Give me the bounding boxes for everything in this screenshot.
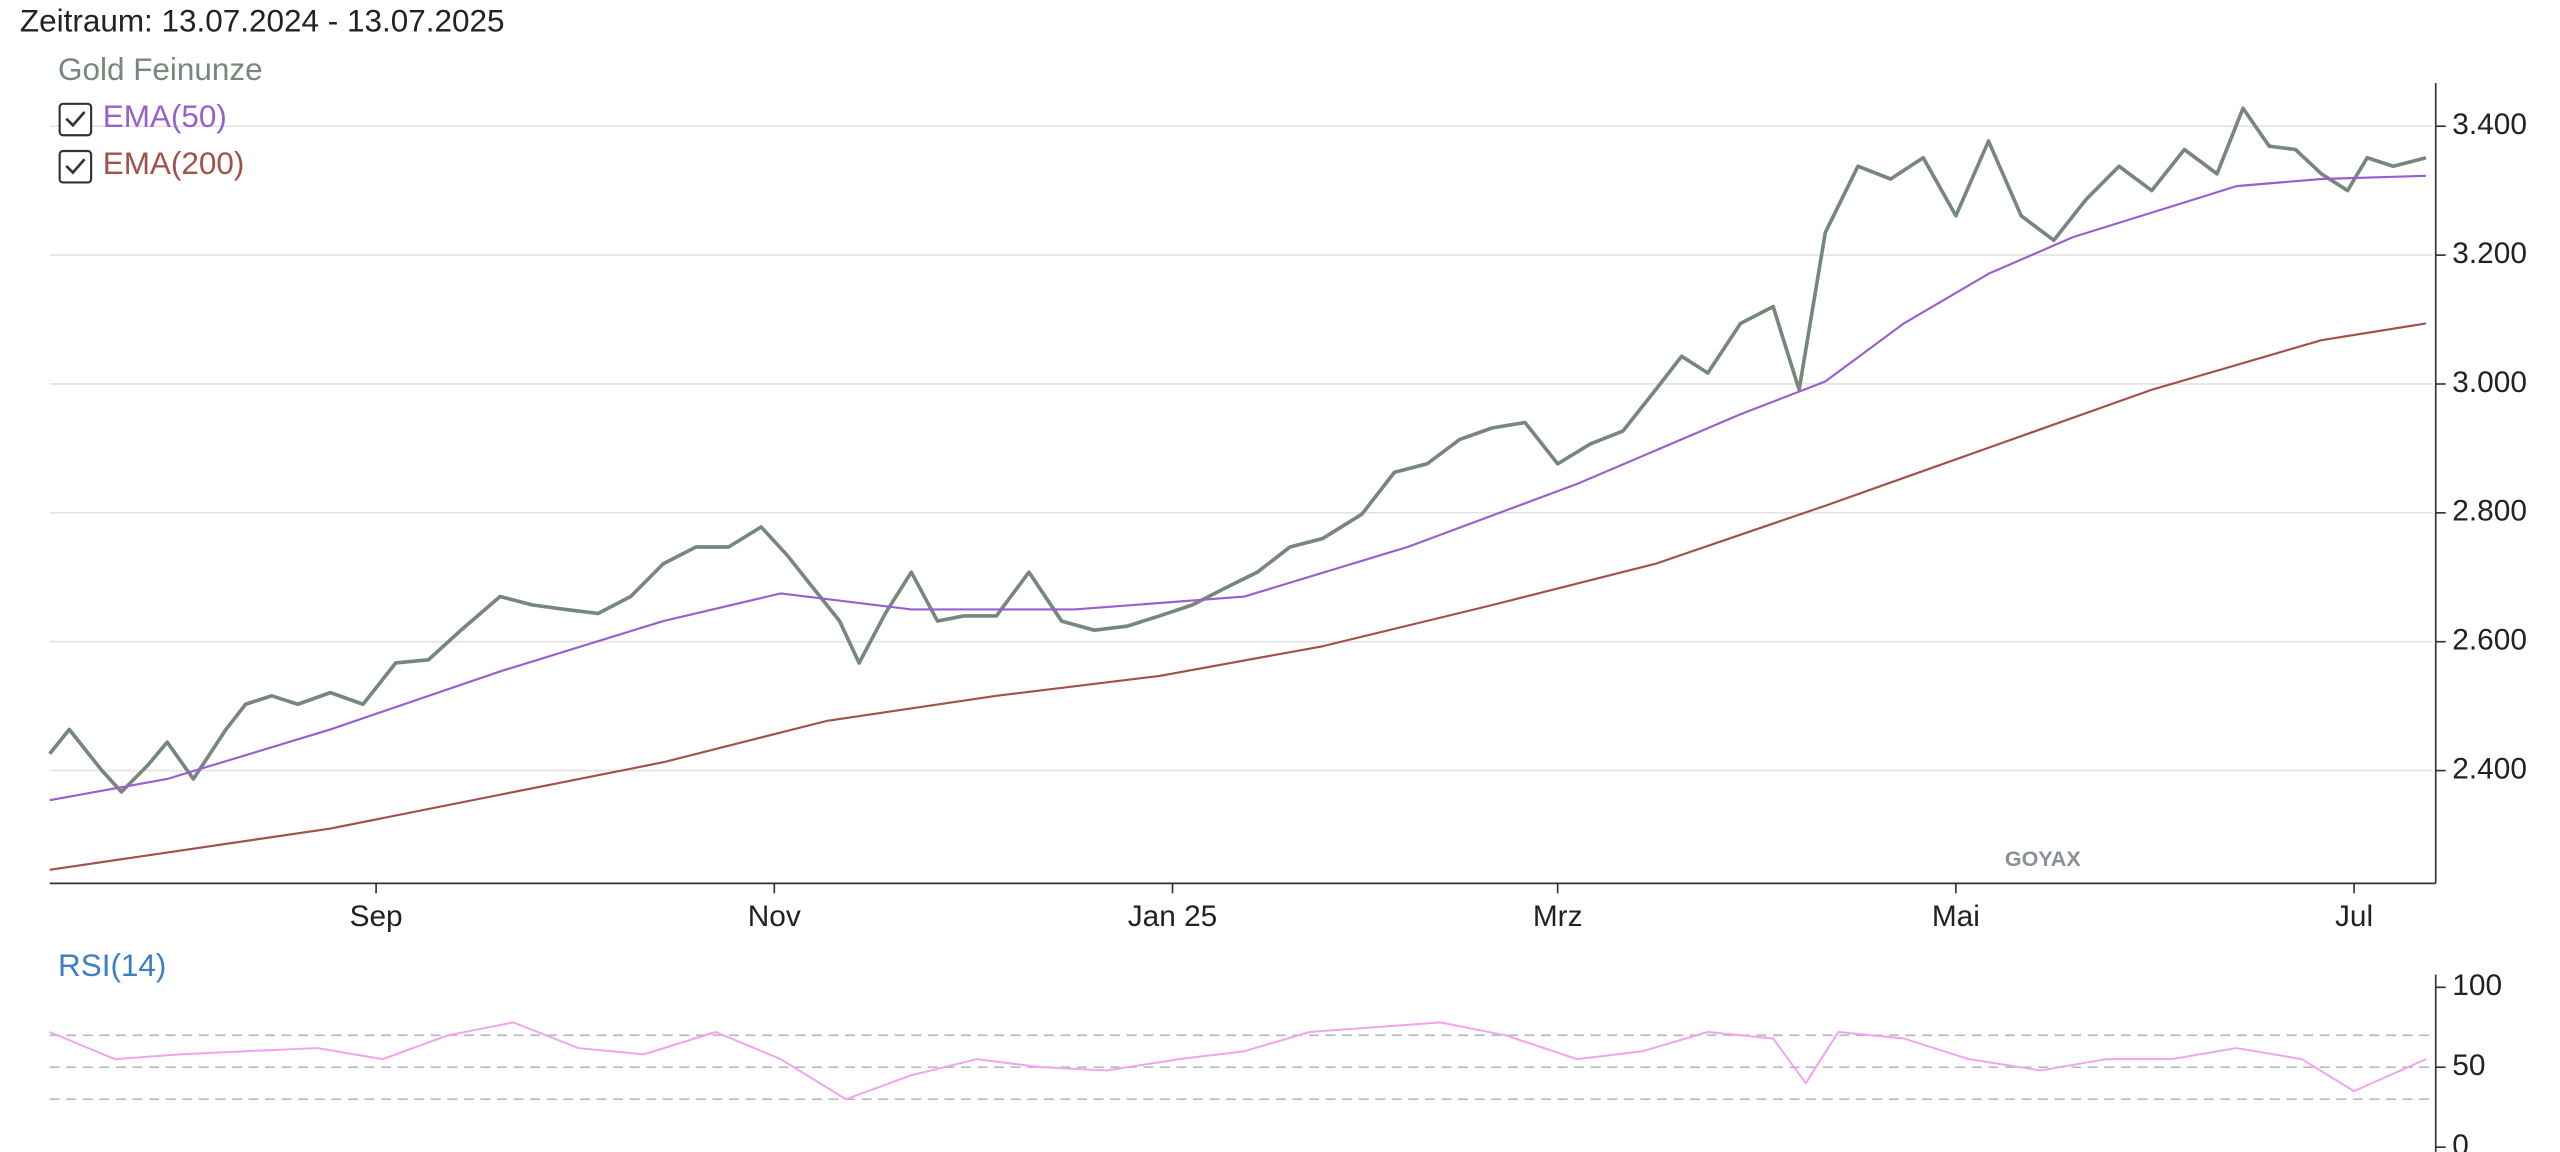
x-tick-label: Jul: [2335, 900, 2373, 933]
series-line: [49, 322, 2427, 871]
x-tick-label: Mrz: [1533, 900, 1583, 933]
legend-label: Gold Feinunze: [58, 52, 263, 87]
y-tick-label: 50: [2452, 1049, 2485, 1082]
x-tick-label: Mai: [1932, 900, 1980, 933]
legend-label[interactable]: EMA(50): [103, 99, 227, 134]
legend-check[interactable]: [65, 158, 86, 175]
legend-checkbox[interactable]: [58, 149, 93, 184]
series-line: [49, 1021, 2427, 1101]
period-title: Zeitraum: 13.07.2024 - 13.07.2025: [20, 4, 505, 39]
y-tick-label: 3.200: [2452, 237, 2527, 270]
series-line: [49, 174, 2426, 802]
legend-label[interactable]: EMA(200): [103, 146, 245, 181]
x-tick-label: Nov: [748, 900, 801, 933]
series-line: [48, 106, 2427, 794]
y-tick-label: 2.800: [2452, 495, 2527, 528]
legend-label: RSI(14): [58, 948, 166, 983]
y-tick-label: 100: [2452, 969, 2502, 1002]
x-tick-label: Sep: [350, 900, 403, 933]
y-tick-label: 2.600: [2452, 624, 2527, 657]
y-tick-label: 0: [2452, 1129, 2469, 1152]
x-tick-label: Jan 25: [1128, 900, 1218, 933]
y-tick-label: 3.000: [2452, 366, 2527, 399]
y-tick-label: 3.400: [2452, 108, 2527, 141]
legend-checkbox[interactable]: [58, 102, 93, 137]
watermark: GOYAX: [2005, 847, 2081, 871]
legend-check[interactable]: [65, 111, 86, 128]
y-tick-label: 2.400: [2452, 752, 2527, 785]
